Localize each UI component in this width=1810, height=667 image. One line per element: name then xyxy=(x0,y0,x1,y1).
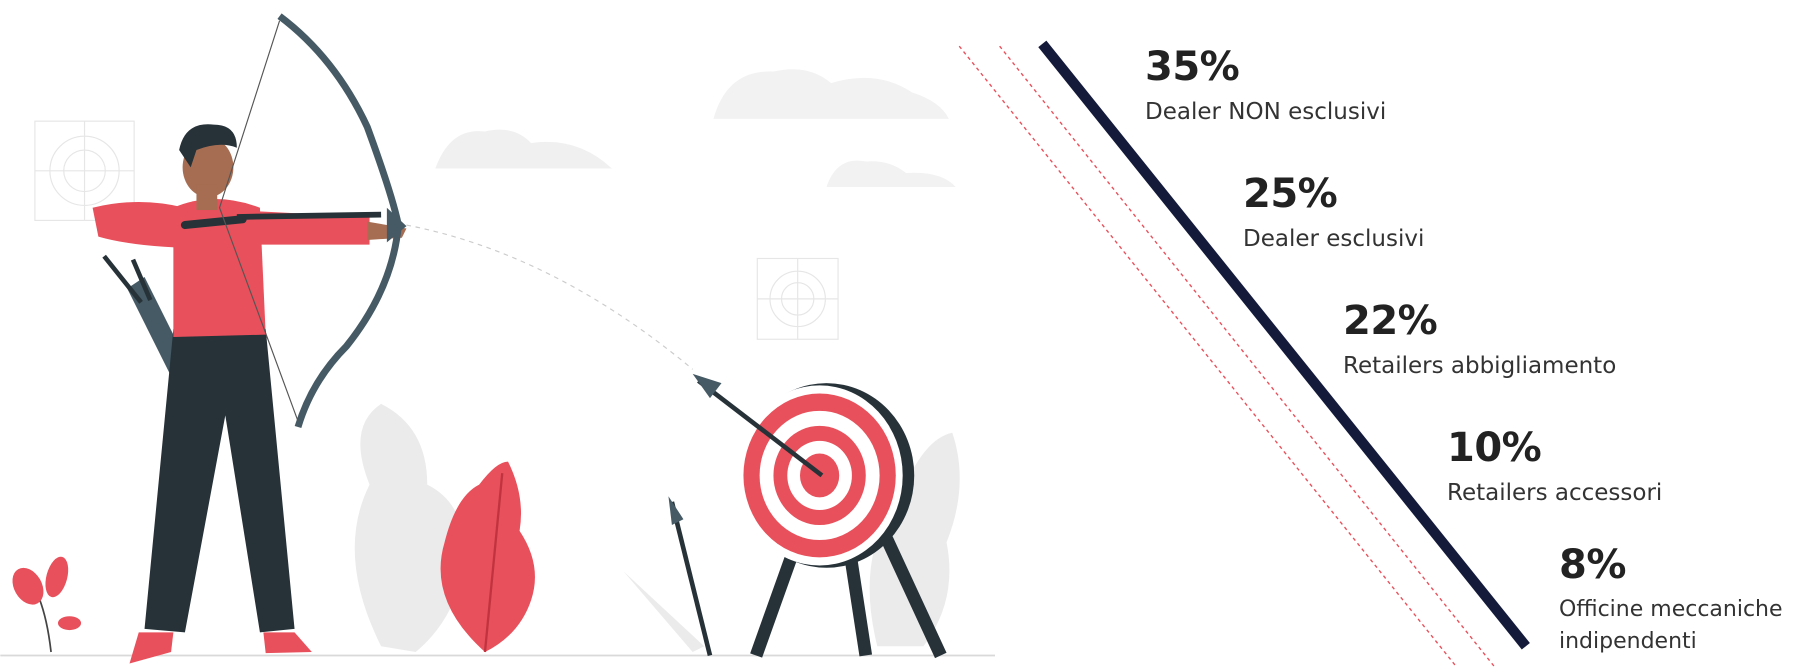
leaf xyxy=(57,616,82,631)
leaf-bg xyxy=(354,403,465,652)
percentage: 25% xyxy=(1243,171,1338,217)
leaf-bg xyxy=(869,432,960,647)
archer xyxy=(92,124,407,664)
diagonal-line xyxy=(1038,40,1530,650)
cloud xyxy=(713,69,949,119)
trajectory xyxy=(406,224,694,370)
arrow xyxy=(697,378,824,478)
leaf xyxy=(45,556,69,598)
dotted-line xyxy=(999,45,1496,667)
percentage: 35% xyxy=(1145,44,1240,90)
stat-item: 8% Officine meccaniche indipendenti xyxy=(1559,542,1809,658)
stat-item: 22% Retailers abbigliamento xyxy=(1343,298,1643,382)
arrow xyxy=(669,501,713,657)
stat-label: Dealer NON esclusivi xyxy=(1145,99,1387,125)
crosshair xyxy=(34,120,839,340)
bow-grip xyxy=(386,207,407,243)
leaf xyxy=(12,567,44,605)
cloud xyxy=(435,129,612,169)
percentage: 10% xyxy=(1447,425,1542,471)
stat-label: Retailers abbigliamento xyxy=(1343,353,1617,379)
arrow-bg xyxy=(623,571,705,652)
arrow-fletch xyxy=(692,373,722,399)
stat-item: 10% Retailers accessori xyxy=(1447,425,1747,509)
leaf-vein xyxy=(483,473,504,653)
dotted-line xyxy=(958,45,1458,667)
percentage: 22% xyxy=(1343,298,1438,344)
cloud xyxy=(826,160,956,187)
stat-label: Dealer esclusivi xyxy=(1243,226,1425,252)
percentage: 8% xyxy=(1559,542,1626,588)
arrow-fletch xyxy=(668,496,684,526)
stat-label: Retailers accessori xyxy=(1447,480,1663,506)
stat-item: 25% Dealer esclusivi xyxy=(1243,171,1493,255)
stat-item: 35% Dealer NON esclusivi xyxy=(1145,44,1395,128)
stat-label: Officine meccaniche indipendenti xyxy=(1559,597,1783,654)
bowstring xyxy=(218,20,299,422)
leaf xyxy=(440,461,535,652)
